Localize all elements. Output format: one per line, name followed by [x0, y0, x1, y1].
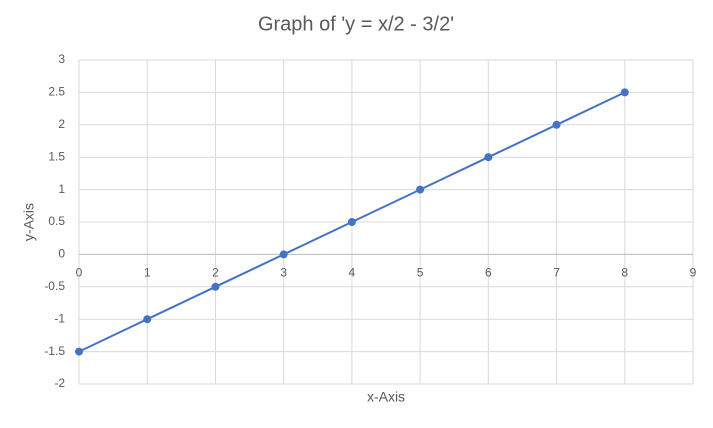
x-tick-label: 1	[144, 266, 151, 280]
y-tick-label: -2	[54, 376, 65, 390]
x-tick-label: 5	[417, 266, 424, 280]
y-tick-label: 2.5	[48, 85, 65, 99]
y-tick-label: 1	[58, 182, 65, 196]
data-point	[211, 282, 220, 291]
chart-title: Graph of 'y = x/2 - 3/2'	[258, 13, 454, 35]
x-tick-label: 9	[690, 266, 697, 280]
x-tick-label: 8	[621, 266, 628, 280]
data-point	[75, 347, 83, 356]
data-point	[484, 153, 493, 162]
y-tick-label: 0	[58, 247, 65, 261]
data-point	[552, 120, 561, 129]
x-tick-label: 3	[280, 266, 287, 280]
data-point	[347, 218, 356, 226]
data-point	[620, 88, 629, 97]
x-tick-label: 7	[553, 266, 560, 280]
x-tick-label: 4	[349, 266, 356, 280]
x-tick-label: 0	[76, 266, 83, 280]
y-tick-label: -1	[54, 311, 65, 325]
y-tick-label: -1.5	[44, 344, 65, 358]
y-axis-title: y-Axis	[21, 203, 37, 241]
y-tick-label: 0.5	[48, 214, 65, 228]
x-tick-label: 6	[485, 266, 492, 280]
y-tick-label: -0.5	[44, 279, 65, 293]
data-point	[279, 250, 288, 259]
y-tick-label: 1.5	[48, 149, 65, 163]
data-point	[143, 315, 152, 324]
x-axis-title: x-Axis	[367, 389, 405, 405]
y-tick-label: 2	[58, 117, 65, 131]
data-point	[416, 185, 425, 194]
y-tick-label: 3	[58, 52, 65, 66]
x-tick-label: 2	[212, 266, 219, 280]
